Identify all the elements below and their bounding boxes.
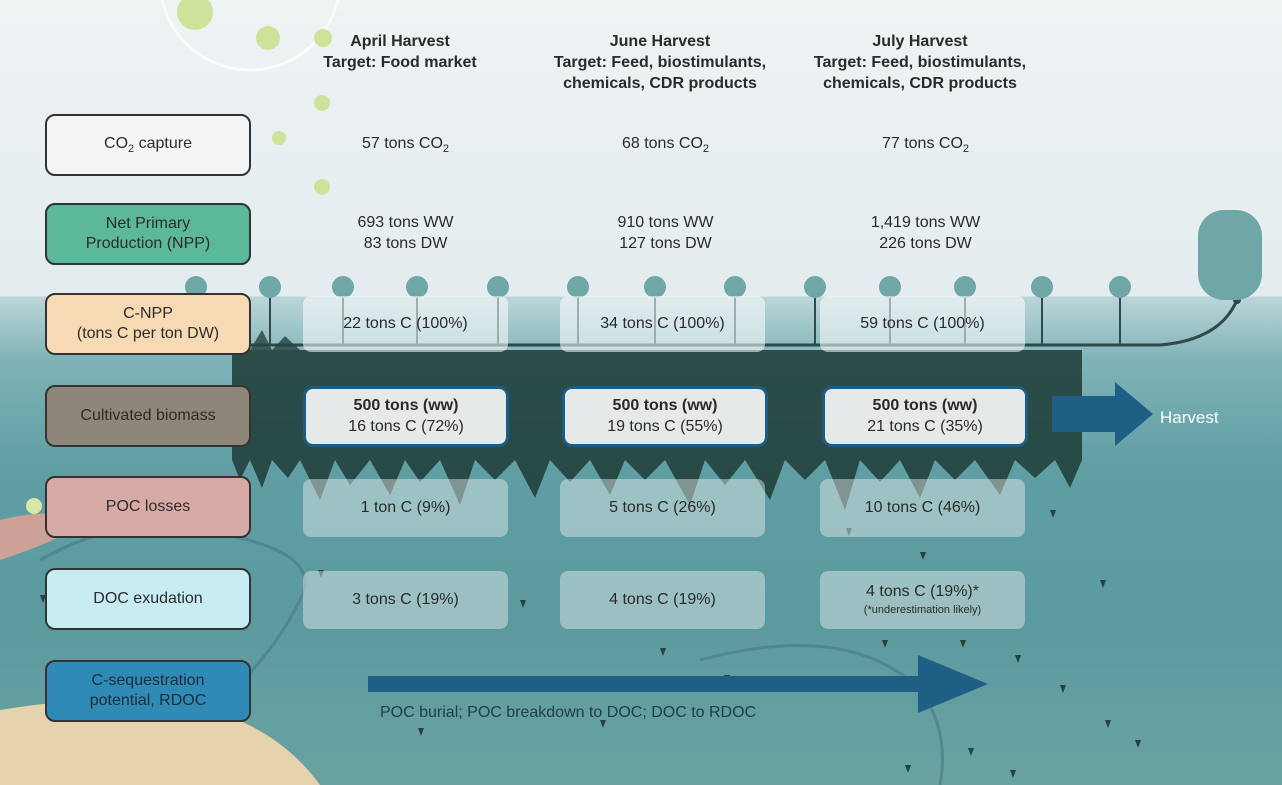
- sequestration-caption: POC burial; POC breakdown to DOC; DOC to…: [380, 704, 757, 721]
- doc-cell-july: 4 tons C (19%)* (*underestimation likely…: [820, 571, 1025, 629]
- bubble-icon: [177, 0, 213, 30]
- npp-cell-june: 910 tons WW 127 tons DW: [617, 214, 714, 252]
- column-header-july: July Harvest Target: Feed, biostimulants…: [790, 32, 1050, 94]
- npp-cell-july: 1,419 tons WW 226 tons DW: [870, 214, 981, 252]
- row-label-npp: Net Primary Production (NPP): [45, 203, 251, 265]
- buoys: [185, 276, 1131, 298]
- bubble-icon: [314, 179, 330, 195]
- poc-cell-june: 5 tons C (26%): [560, 479, 765, 537]
- column-target-cont: chemicals, CDR products: [563, 74, 757, 92]
- doc-cell-june: 4 tons C (19%): [560, 571, 765, 629]
- column-target: Target: Feed, biostimulants,: [553, 53, 767, 71]
- row-label-cultivated-biomass: Cultivated biomass: [45, 385, 251, 447]
- cnpp-cell-april: 22 tons C (100%): [303, 296, 508, 352]
- bubble-ring-icon: [160, 0, 340, 72]
- row-label-poc-losses: POC losses: [45, 476, 251, 538]
- row-label-co2-capture: CO2 capture: [45, 114, 251, 176]
- row-label-c-sequestration: C-sequestration potential, RDOC: [45, 660, 251, 722]
- biomass-cell-june: 500 tons (ww) 19 tons C (55%): [562, 386, 768, 447]
- doc-cell-april: 3 tons C (19%): [303, 571, 508, 629]
- cnpp-cell-june: 34 tons C (100%): [560, 296, 765, 352]
- row-label-doc-exudation: DOC exudation: [45, 568, 251, 630]
- npp-cell-april: 693 tons WW 83 tons DW: [357, 214, 454, 252]
- column-title: June Harvest: [609, 33, 711, 50]
- co2-cell-april: 57 tons CO2: [361, 134, 450, 155]
- bubble-icon: [314, 29, 332, 47]
- biomass-cell-april: 500 tons (ww) 16 tons C (72%): [303, 386, 509, 447]
- column-target-cont: chemicals, CDR products: [823, 74, 1017, 92]
- bubble-icon: [256, 26, 280, 50]
- column-target: Target: Food market: [323, 53, 477, 71]
- longline: [250, 299, 1239, 347]
- doc-footnote: (*underestimation likely): [863, 604, 982, 617]
- poc-cell-july: 10 tons C (46%): [820, 479, 1025, 537]
- cnpp-cell-july: 59 tons C (100%): [820, 296, 1025, 352]
- bubble-icon: [272, 131, 286, 145]
- column-title: April Harvest: [350, 33, 450, 50]
- harvest-arrow-icon: [1052, 382, 1153, 446]
- bubble-icon: [314, 95, 330, 111]
- column-target: Target: Feed, biostimulants,: [813, 53, 1027, 71]
- biomass-cell-july: 500 tons (ww) 21 tons C (35%): [822, 386, 1028, 447]
- co2-cell-july: 77 tons CO2: [881, 134, 970, 155]
- harvest-label: Harvest: [1160, 408, 1219, 427]
- anchor-buoy-icon: [1198, 210, 1262, 300]
- column-title: July Harvest: [872, 33, 968, 50]
- sequestration-arrow-icon: [368, 655, 988, 713]
- co2-cell-june: 68 tons CO2: [621, 134, 710, 155]
- column-header-april: April Harvest Target: Food market: [270, 32, 530, 74]
- column-header-june: June Harvest Target: Feed, biostimulants…: [530, 32, 790, 94]
- row-label-cnpp: C-NPP (tons C per ton DW): [45, 293, 251, 355]
- poc-cell-april: 1 ton C (9%): [303, 479, 508, 537]
